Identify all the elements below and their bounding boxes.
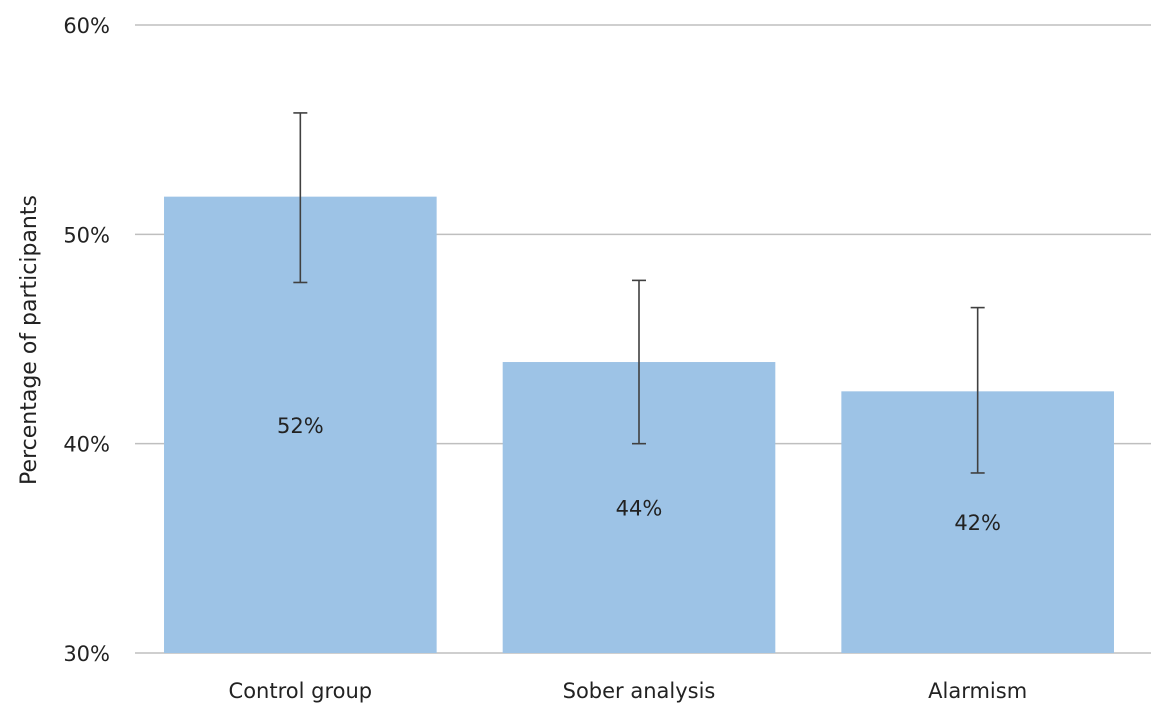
error-bars: [293, 112, 985, 474]
x-category-label: Control group: [229, 679, 373, 703]
y-axis-tick-labels: 30% 40% 50% 60%: [63, 14, 110, 666]
y-tick-label: 50%: [63, 223, 110, 247]
x-category-label: Sober analysis: [563, 679, 716, 703]
data-label: 42%: [954, 511, 1001, 535]
y-tick-label: 40%: [63, 433, 110, 457]
data-label: 44%: [616, 497, 663, 521]
y-axis-title: Percentage of participants: [17, 195, 42, 485]
data-label: 52%: [277, 414, 324, 438]
error-bar: [970, 306, 985, 474]
error-bar: [293, 112, 308, 284]
y-tick-label: 30%: [63, 642, 110, 666]
y-tick-label: 60%: [63, 14, 110, 38]
x-category-label: Alarmism: [928, 679, 1027, 703]
error-bar: [632, 279, 646, 445]
x-axis-category-labels: Control group Sober analysis Alarmism: [229, 679, 1028, 703]
data-labels: 52% 44% 42%: [277, 414, 1001, 535]
